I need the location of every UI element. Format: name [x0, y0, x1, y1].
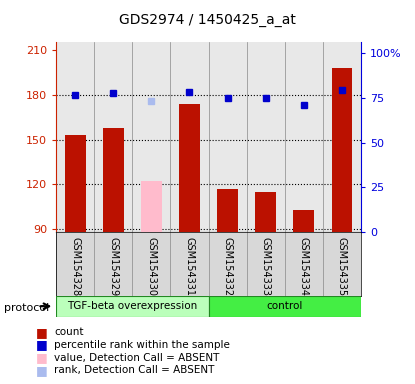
Text: percentile rank within the sample: percentile rank within the sample: [54, 340, 230, 350]
Bar: [255, 192, 276, 232]
Text: control: control: [266, 301, 303, 311]
Text: rank, Detection Call = ABSENT: rank, Detection Call = ABSENT: [54, 365, 214, 375]
Bar: [209, 296, 361, 317]
Text: GSM154334: GSM154334: [299, 237, 309, 296]
Bar: [293, 210, 314, 232]
Text: GSM154331: GSM154331: [185, 237, 195, 296]
Text: GSM154332: GSM154332: [222, 237, 232, 296]
Text: GSM154335: GSM154335: [337, 237, 347, 296]
Bar: [179, 104, 200, 232]
Text: GSM154330: GSM154330: [146, 237, 156, 296]
Text: ■: ■: [36, 326, 47, 339]
Text: TGF-beta overexpression: TGF-beta overexpression: [67, 301, 198, 311]
Bar: [103, 127, 124, 232]
Text: protocol: protocol: [4, 303, 49, 313]
Bar: [141, 181, 162, 232]
Text: GSM154328: GSM154328: [70, 237, 80, 296]
Text: ■: ■: [36, 351, 47, 364]
Bar: [56, 296, 209, 317]
Bar: [217, 189, 238, 232]
Text: ■: ■: [36, 364, 47, 377]
Text: ■: ■: [36, 338, 47, 351]
Text: GSM154329: GSM154329: [108, 237, 118, 296]
Text: count: count: [54, 327, 83, 337]
Text: GDS2974 / 1450425_a_at: GDS2974 / 1450425_a_at: [119, 13, 296, 27]
Bar: [332, 68, 352, 232]
Text: value, Detection Call = ABSENT: value, Detection Call = ABSENT: [54, 353, 219, 362]
Text: GSM154333: GSM154333: [261, 237, 271, 296]
Bar: [65, 135, 85, 232]
